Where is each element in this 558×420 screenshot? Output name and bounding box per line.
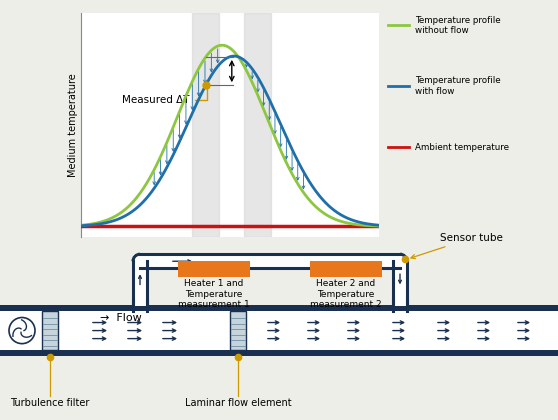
Bar	[244, 13, 271, 237]
Y-axis label: Medium temperature: Medium temperature	[68, 73, 78, 177]
Text: Ambient temperature: Ambient temperature	[415, 142, 508, 152]
Bar	[133, 254, 147, 305]
Bar	[42, 312, 58, 350]
Bar	[393, 299, 406, 307]
Bar	[0, 312, 558, 350]
Bar	[310, 261, 382, 277]
Text: Heater 2 and
Temperature
measurement 2: Heater 2 and Temperature measurement 2	[310, 279, 382, 309]
Text: Heater 1 and
Temperature
measurement 1: Heater 1 and Temperature measurement 1	[178, 279, 250, 309]
Text: Turbulence filter: Turbulence filter	[10, 398, 90, 408]
Bar	[393, 254, 407, 305]
Bar	[192, 13, 219, 237]
Text: Sensor tube: Sensor tube	[411, 233, 503, 259]
Bar	[178, 261, 250, 277]
Bar	[133, 299, 147, 307]
Text: →  Flow: → Flow	[100, 312, 142, 323]
Bar	[133, 254, 407, 268]
Text: Measured ΔT: Measured ΔT	[122, 84, 209, 105]
Text: Temperature profile
without flow: Temperature profile without flow	[415, 16, 500, 35]
Text: Laminar flow element: Laminar flow element	[185, 398, 291, 408]
Bar	[230, 312, 246, 350]
Bar	[0, 305, 558, 312]
Bar	[0, 350, 558, 356]
Text: Temperature profile
with flow: Temperature profile with flow	[415, 76, 500, 96]
